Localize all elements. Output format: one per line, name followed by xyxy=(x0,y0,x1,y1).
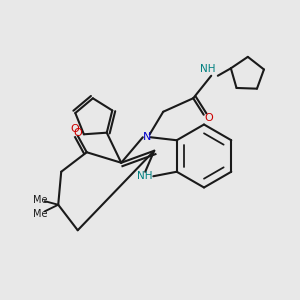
Text: NH: NH xyxy=(200,64,216,74)
Text: Me: Me xyxy=(33,195,47,205)
Text: O: O xyxy=(205,113,214,123)
Text: Me: Me xyxy=(33,209,47,219)
Text: O: O xyxy=(70,124,79,134)
Text: NH: NH xyxy=(137,171,153,181)
Text: N: N xyxy=(142,132,151,142)
Text: O: O xyxy=(73,128,82,138)
